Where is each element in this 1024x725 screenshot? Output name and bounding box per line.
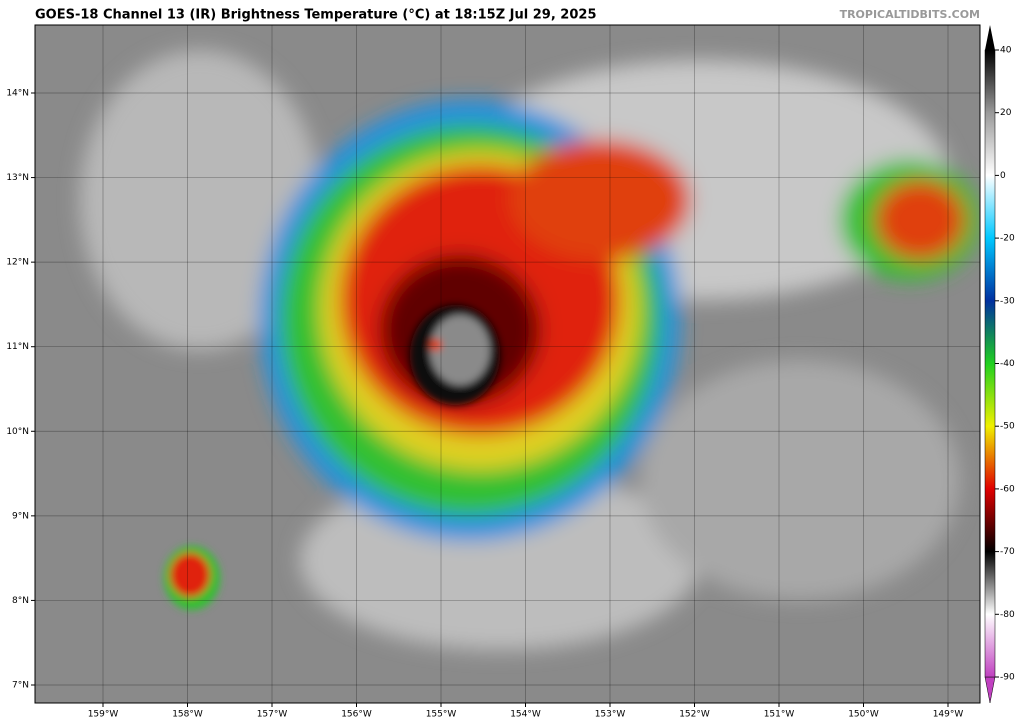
lat-label: 8°N	[12, 596, 29, 606]
colorbar-label: 20	[1000, 108, 1012, 118]
lon-label: 157°W	[257, 710, 288, 720]
colorbar	[984, 49, 996, 678]
title: GOES-18 Channel 13 (IR) Brightness Tempe…	[35, 8, 597, 23]
lat-label: 11°N	[6, 342, 29, 352]
colorbar-arrow-top	[985, 25, 995, 50]
lon-label: 149°W	[933, 710, 964, 720]
satellite-image	[35, 25, 980, 703]
lat-label: 14°N	[6, 89, 29, 99]
lat-label: 7°N	[12, 680, 29, 690]
lon-label: 154°W	[510, 710, 541, 720]
colorbar-label: -30	[1000, 296, 1015, 306]
colorbar-label: -70	[1000, 547, 1015, 557]
lat-label: 9°N	[12, 511, 29, 521]
colorbar-label: -40	[1000, 359, 1015, 369]
colorbar-label: 0	[1000, 171, 1006, 181]
colorbar-label: -60	[1000, 484, 1015, 494]
lon-label: 151°W	[764, 710, 795, 720]
credit: TROPICALTIDBITS.COM	[840, 8, 980, 21]
map-frame	[34, 24, 981, 704]
lat-label: 10°N	[6, 427, 29, 437]
colorbar-label: -80	[1000, 610, 1015, 620]
colorbar-arrow-bottom	[984, 676, 996, 704]
lon-label: 150°W	[848, 710, 879, 720]
colorbar-label: 40	[1000, 46, 1012, 56]
lon-label: 152°W	[679, 710, 710, 720]
lon-label: 153°W	[595, 710, 626, 720]
lat-label: 12°N	[6, 258, 29, 268]
colorbar-label: -50	[1000, 422, 1015, 432]
lon-label: 159°W	[88, 710, 119, 720]
lat-label: 13°N	[6, 173, 29, 183]
lon-label: 158°W	[172, 710, 203, 720]
lon-label: 155°W	[426, 710, 457, 720]
lon-label: 156°W	[341, 710, 372, 720]
colorbar-label: -20	[1000, 234, 1015, 244]
colorbar-label: -90	[1000, 673, 1015, 683]
